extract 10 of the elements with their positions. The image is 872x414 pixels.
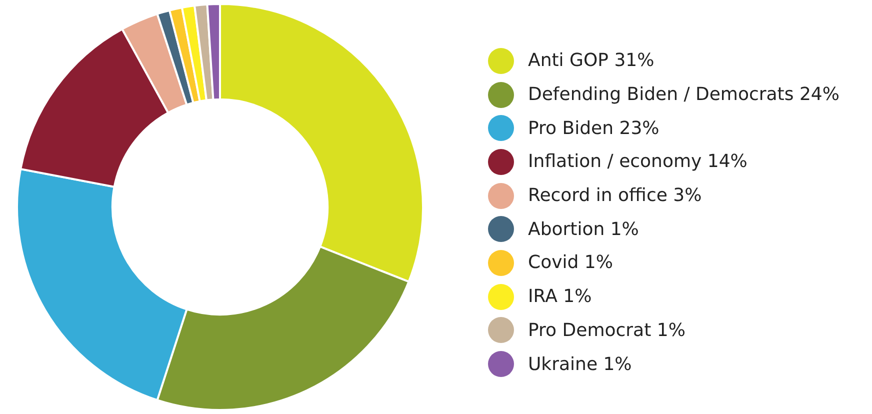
legend-label: Pro Biden 23%	[528, 118, 660, 139]
legend-label: Record in office 3%	[528, 185, 702, 206]
legend-label: Defending Biden / Democrats 24%	[528, 84, 840, 106]
legend-label: Abortion 1%	[528, 218, 639, 240]
legend-label: Ukraine 1%	[528, 354, 632, 375]
legend-label: Pro Democrat 1%	[528, 320, 686, 341]
legend-label: Anti GOP 31%	[528, 50, 654, 72]
legend-label: Inflation / economy 14%	[528, 151, 748, 172]
legend-label: Covid 1%	[528, 252, 613, 274]
legend-label: IRA 1%	[528, 286, 592, 308]
